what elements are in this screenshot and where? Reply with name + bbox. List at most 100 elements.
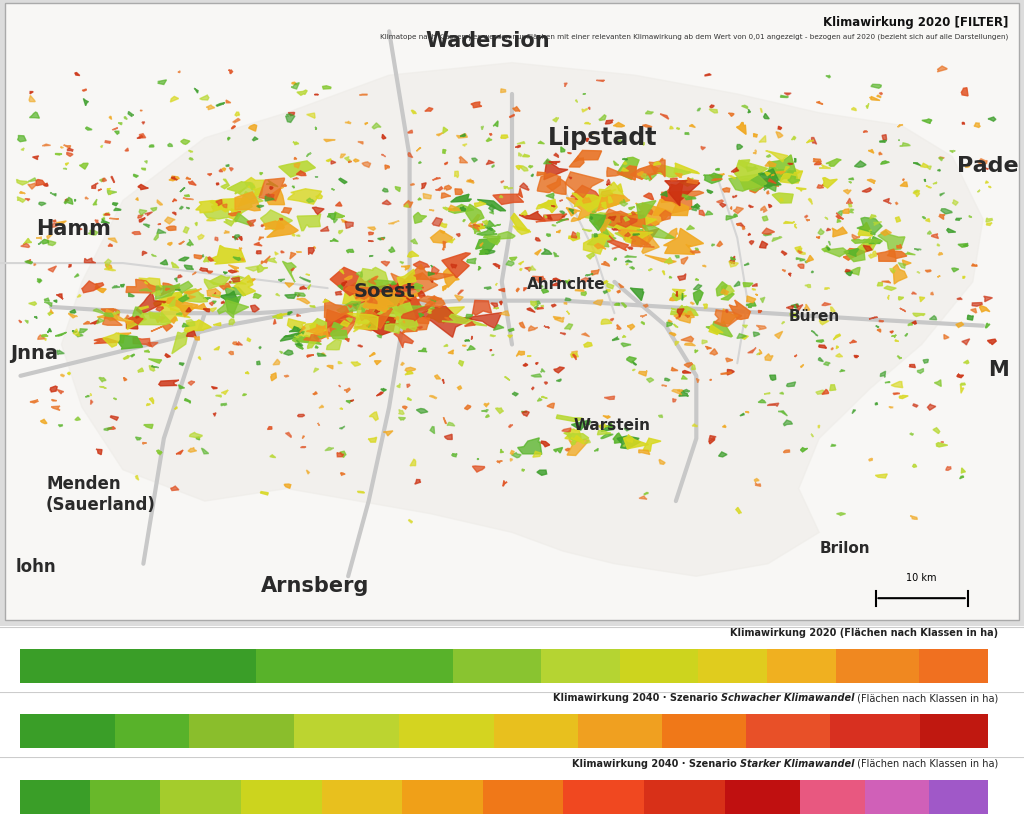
Polygon shape	[224, 219, 234, 226]
Polygon shape	[834, 334, 841, 339]
Polygon shape	[442, 127, 447, 133]
Polygon shape	[465, 405, 471, 409]
Polygon shape	[150, 398, 154, 404]
Polygon shape	[65, 197, 73, 205]
Polygon shape	[341, 321, 349, 326]
Polygon shape	[417, 409, 428, 413]
Polygon shape	[884, 286, 896, 290]
Polygon shape	[228, 70, 232, 74]
Polygon shape	[302, 331, 304, 334]
Polygon shape	[823, 362, 830, 366]
Polygon shape	[767, 191, 769, 194]
Polygon shape	[197, 437, 200, 440]
Polygon shape	[441, 253, 471, 278]
Polygon shape	[274, 252, 279, 255]
Polygon shape	[113, 203, 118, 206]
Polygon shape	[930, 316, 937, 320]
Polygon shape	[317, 353, 327, 356]
Polygon shape	[151, 323, 173, 331]
Polygon shape	[486, 138, 493, 141]
Polygon shape	[132, 232, 141, 234]
Polygon shape	[186, 207, 189, 209]
Polygon shape	[571, 351, 578, 358]
Polygon shape	[345, 121, 351, 123]
Polygon shape	[672, 289, 685, 295]
Polygon shape	[83, 321, 90, 324]
Polygon shape	[736, 122, 746, 135]
Polygon shape	[441, 193, 451, 198]
Polygon shape	[370, 412, 378, 421]
Polygon shape	[300, 286, 307, 289]
Polygon shape	[757, 353, 760, 354]
Polygon shape	[133, 337, 152, 346]
Polygon shape	[677, 390, 683, 392]
Polygon shape	[488, 205, 496, 212]
Polygon shape	[354, 318, 393, 330]
Polygon shape	[435, 187, 442, 191]
Polygon shape	[345, 222, 353, 229]
Polygon shape	[726, 310, 728, 312]
Polygon shape	[389, 247, 395, 252]
Polygon shape	[899, 297, 903, 300]
Polygon shape	[817, 185, 824, 188]
Polygon shape	[449, 350, 454, 354]
Polygon shape	[903, 179, 904, 181]
Polygon shape	[869, 96, 880, 100]
Polygon shape	[897, 244, 902, 248]
Polygon shape	[871, 85, 882, 88]
Polygon shape	[795, 159, 796, 162]
Polygon shape	[247, 279, 255, 283]
Polygon shape	[757, 326, 766, 330]
Polygon shape	[148, 359, 162, 363]
Polygon shape	[126, 279, 163, 293]
Polygon shape	[458, 290, 464, 294]
Polygon shape	[552, 283, 559, 285]
Polygon shape	[846, 271, 852, 275]
Polygon shape	[281, 187, 284, 188]
Polygon shape	[517, 141, 525, 144]
Polygon shape	[590, 214, 606, 230]
Polygon shape	[566, 311, 569, 314]
Polygon shape	[463, 144, 467, 146]
Polygon shape	[895, 339, 899, 341]
Text: M: M	[988, 359, 1009, 380]
Polygon shape	[362, 289, 393, 311]
Polygon shape	[729, 174, 767, 192]
Polygon shape	[171, 486, 179, 491]
Polygon shape	[144, 282, 147, 284]
Polygon shape	[426, 307, 465, 323]
Polygon shape	[641, 223, 650, 240]
Polygon shape	[99, 178, 104, 182]
Polygon shape	[38, 242, 42, 244]
Polygon shape	[831, 445, 836, 446]
Polygon shape	[637, 229, 645, 233]
Polygon shape	[814, 161, 821, 164]
Polygon shape	[838, 219, 841, 223]
Polygon shape	[398, 311, 429, 324]
Polygon shape	[643, 304, 648, 307]
Polygon shape	[637, 172, 643, 175]
Polygon shape	[39, 279, 42, 282]
Polygon shape	[217, 300, 249, 318]
Polygon shape	[568, 209, 573, 214]
Polygon shape	[343, 283, 382, 309]
Polygon shape	[876, 474, 887, 478]
Polygon shape	[317, 423, 319, 426]
Polygon shape	[934, 380, 941, 386]
Polygon shape	[394, 316, 398, 320]
Polygon shape	[166, 297, 179, 306]
Polygon shape	[721, 372, 732, 374]
Polygon shape	[665, 229, 678, 239]
Polygon shape	[928, 404, 936, 410]
Polygon shape	[429, 210, 433, 211]
Polygon shape	[233, 275, 256, 296]
Polygon shape	[944, 335, 949, 339]
Polygon shape	[536, 363, 539, 364]
Polygon shape	[286, 432, 291, 437]
Polygon shape	[247, 338, 251, 342]
Polygon shape	[765, 172, 770, 176]
Polygon shape	[679, 390, 688, 396]
Polygon shape	[431, 266, 439, 274]
Polygon shape	[561, 147, 565, 152]
Polygon shape	[29, 178, 36, 182]
